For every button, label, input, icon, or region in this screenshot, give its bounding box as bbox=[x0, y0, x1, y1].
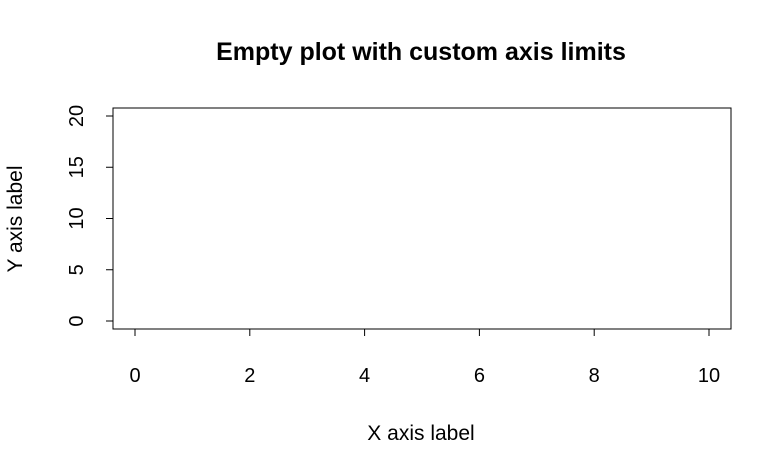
y-axis: 0 5 10 15 20 bbox=[66, 105, 114, 327]
y-tick-label: 20 bbox=[66, 105, 88, 127]
x-tick-label: 8 bbox=[589, 365, 600, 387]
chart-title: Empty plot with custom axis limits bbox=[216, 38, 626, 66]
x-tick-label: 2 bbox=[244, 365, 255, 387]
y-axis-label: Y axis label bbox=[4, 165, 27, 272]
y-tick-label: 10 bbox=[66, 207, 88, 229]
x-axis-label: X axis label bbox=[367, 422, 474, 445]
x-tick-label: 10 bbox=[698, 365, 720, 387]
plot-area-frame bbox=[112, 107, 732, 330]
y-tick-label: 5 bbox=[66, 264, 88, 275]
x-tick-label: 6 bbox=[474, 365, 485, 387]
y-tick-label: 0 bbox=[66, 315, 88, 326]
x-axis: 0 2 4 6 8 10 bbox=[129, 328, 720, 387]
x-tick-label: 0 bbox=[129, 365, 140, 387]
x-tick-label: 4 bbox=[359, 365, 370, 387]
y-tick-label: 15 bbox=[66, 156, 88, 178]
